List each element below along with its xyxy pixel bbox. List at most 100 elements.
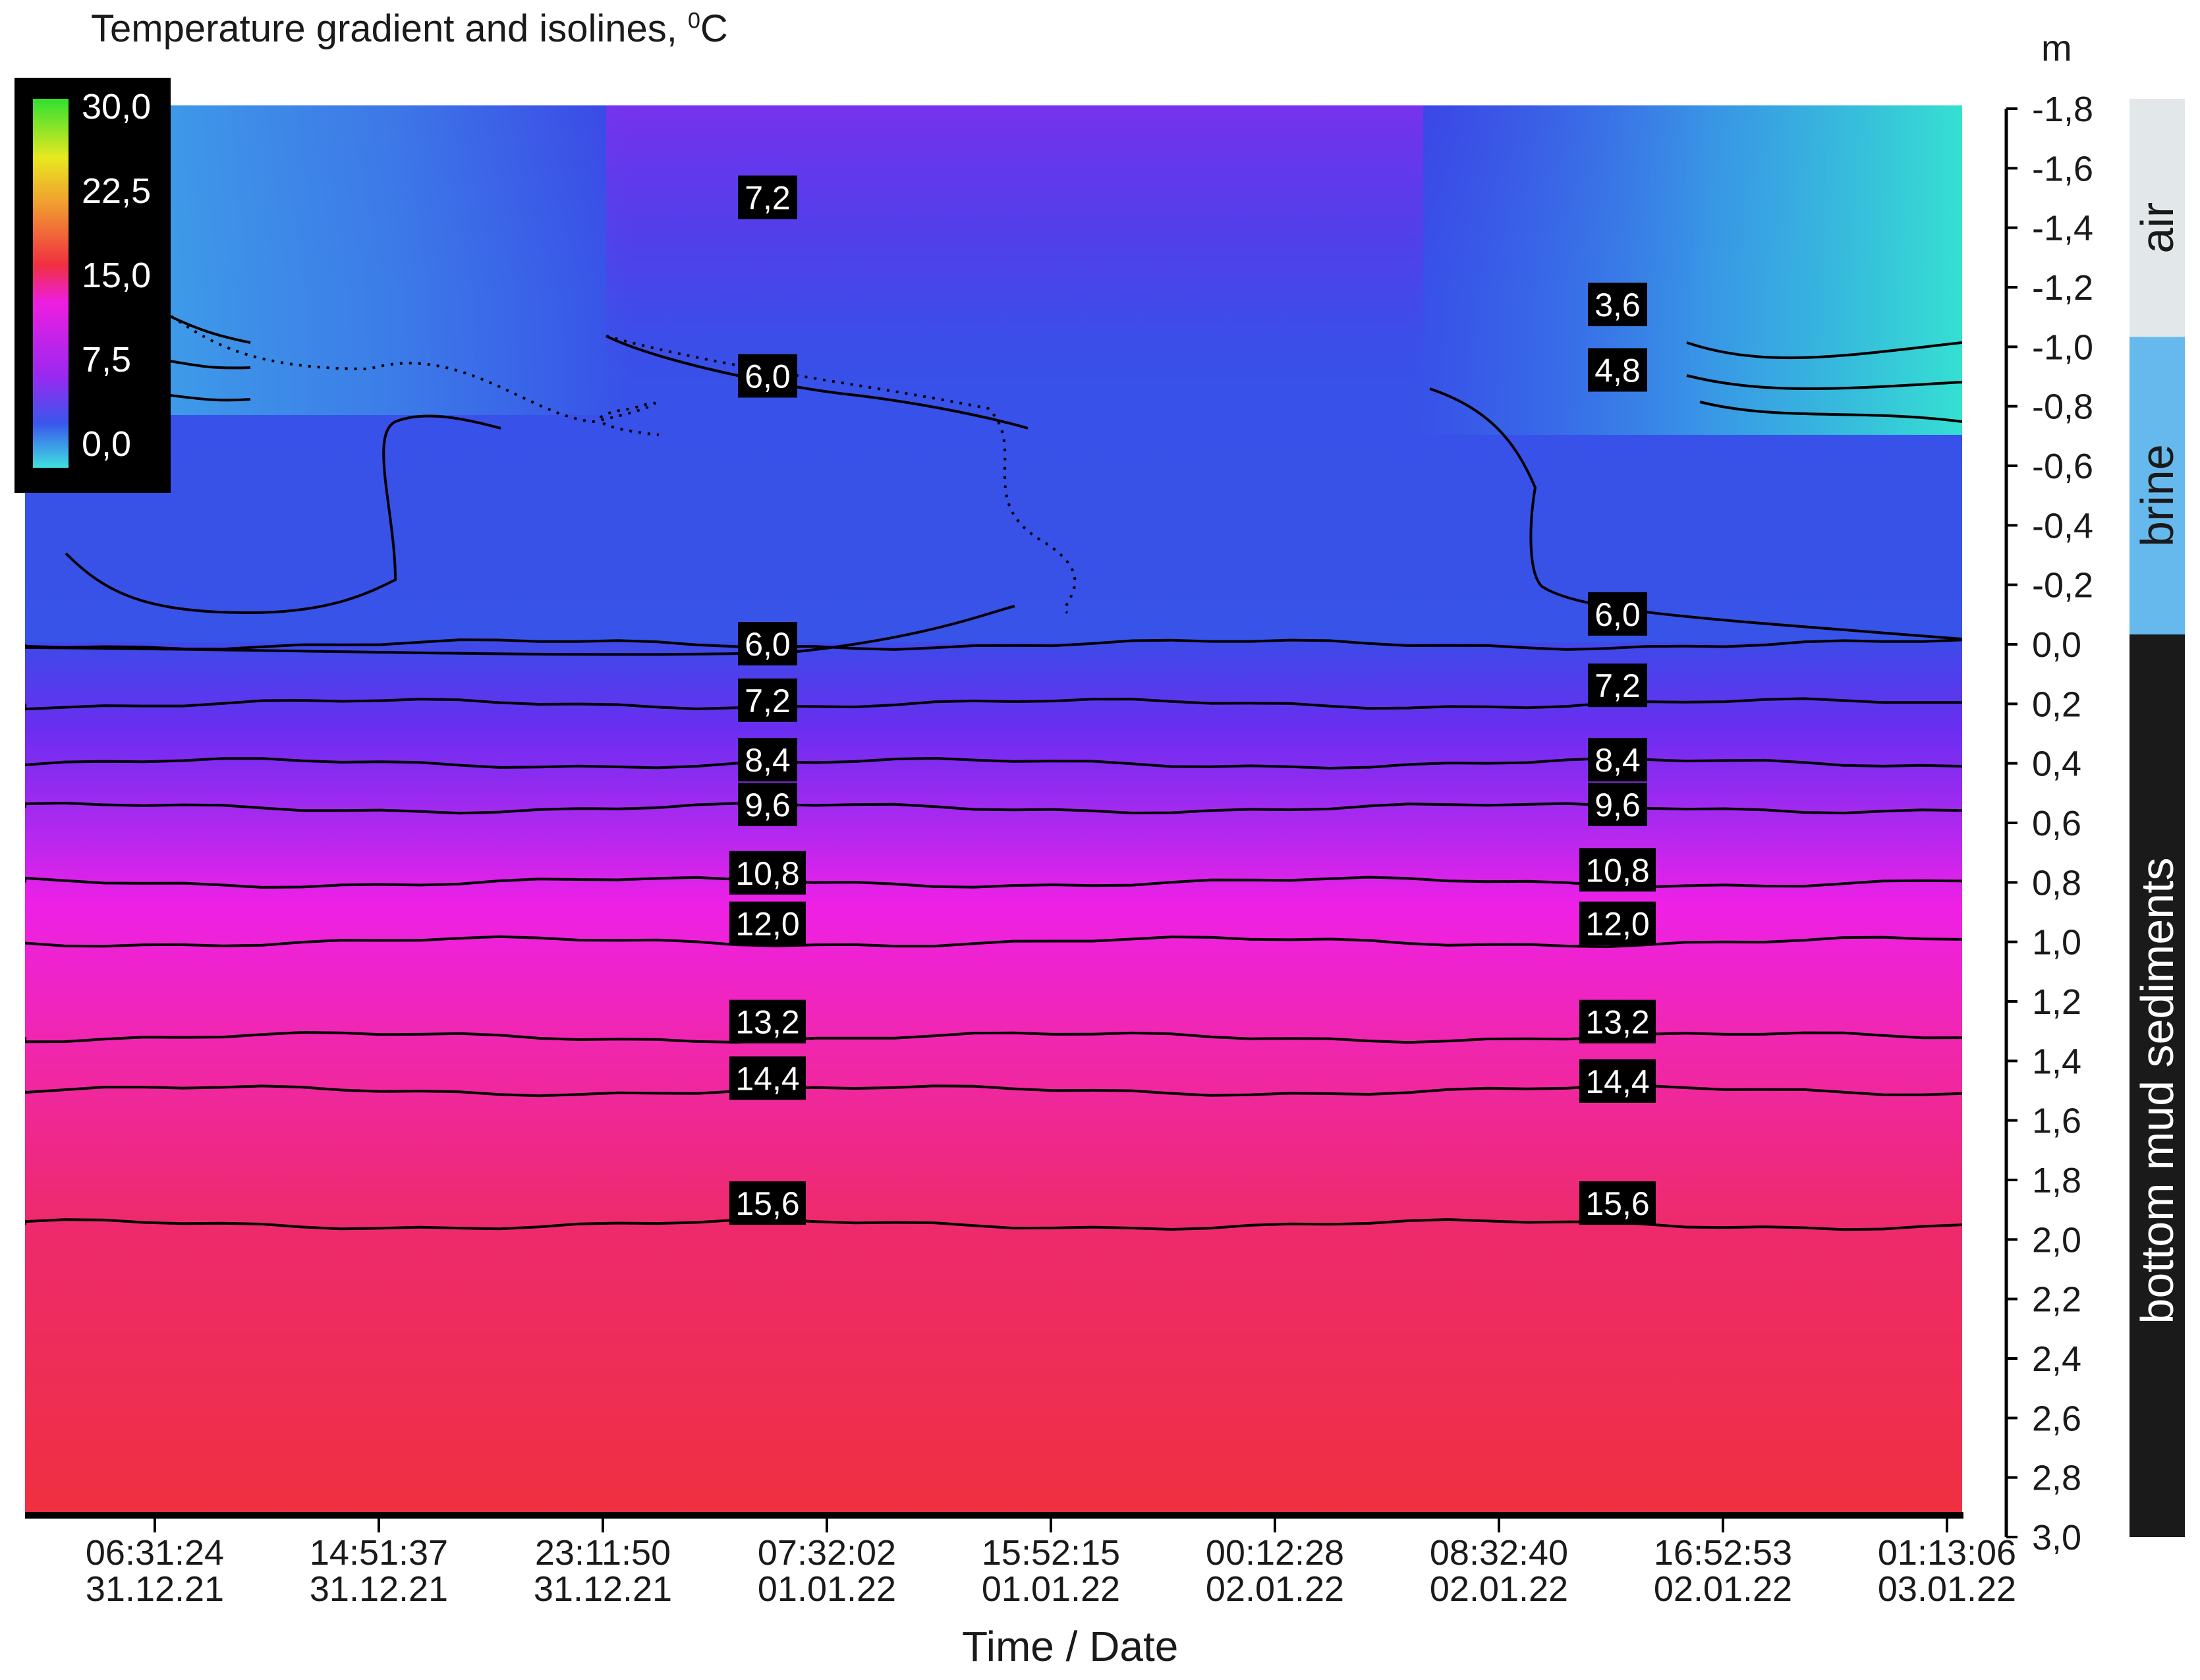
legend-tick-label: 0,0 (82, 424, 131, 464)
isoline-label-text: 14,4 (1585, 1063, 1649, 1100)
isoline (25, 638, 1962, 651)
y-tick-label: 1,4 (2032, 1042, 2081, 1081)
isoline (25, 935, 1962, 949)
isoline-label-text: 10,8 (1585, 852, 1649, 889)
isoline-label-box (729, 999, 806, 1044)
isoline-label: 6,0 (738, 354, 797, 398)
x-tick-date: 03.01.22 (1878, 1569, 2016, 1609)
isoline-label-box (729, 1056, 806, 1100)
layer-band: brine (2129, 337, 2185, 634)
isoline-label: 15,6 (729, 1181, 806, 1225)
isoline-label-box (1579, 999, 1656, 1044)
x-axis-ticks: 06:31:2431.12.2114:51:3731.12.2123:11:50… (86, 1517, 2016, 1609)
y-tick-label: 1,2 (2032, 982, 2081, 1022)
isoline-label: 7,2 (1588, 663, 1647, 708)
legend-ticks: 30,0 22,5 15,0 7,5 0,0 (82, 87, 151, 464)
legend-tick-label: 30,0 (82, 87, 151, 126)
isoline-label-box (729, 901, 806, 945)
chart-title: Temperature gradient and isolines, 0C (91, 7, 728, 51)
y-tick-label: -1,0 (2032, 327, 2093, 367)
isoline-label-text: 4,8 (1594, 352, 1641, 389)
y-tick-label: 2,8 (2032, 1459, 2081, 1498)
isoline-label: 8,4 (1588, 738, 1647, 782)
degree-sup: 0 (687, 8, 700, 34)
layer-band: air (2129, 99, 2185, 337)
y-tick-label: 2,6 (2032, 1399, 2081, 1438)
y-tick-label: 1,6 (2032, 1102, 2081, 1141)
x-tick-time: 23:11:50 (535, 1533, 671, 1573)
x-tick-date: 02.01.22 (1430, 1569, 1568, 1609)
isoline-right-cold-1 (1686, 341, 1962, 360)
isoline-label-text: 6,0 (745, 626, 791, 663)
isoline-6-0-cavity (65, 414, 501, 615)
x-tick-time: 14:51:37 (310, 1533, 448, 1573)
isoline-label: 14,4 (729, 1056, 806, 1100)
isoline-right-cold-3 (1699, 401, 1962, 423)
y-tick-label: -1,2 (2032, 268, 2093, 308)
isoline-label-box (1579, 1059, 1656, 1103)
layer-band-rect (2129, 99, 2185, 337)
isoline-label-text: 15,6 (1585, 1185, 1649, 1222)
y-tick-label: -1,8 (2032, 90, 2093, 129)
isoline-label-box (738, 782, 797, 826)
x-tick-date: 01.01.22 (982, 1569, 1120, 1609)
isoline-label: 6,0 (1588, 592, 1647, 636)
y-tick-label: -0,4 (2032, 506, 2093, 546)
isoline-label-group: 7,2 6,0 6,0 7,2 8,4 9,6 10,8 12,0 13,2 14,4 15,6 3,… (729, 175, 1656, 1225)
isoline-label-text: 14,4 (735, 1060, 799, 1097)
isoline-label-box (1588, 738, 1647, 782)
legend-tick-label: 22,5 (82, 171, 151, 211)
isoline-label-text: 8,4 (1594, 742, 1641, 779)
isoline-label: 12,0 (1579, 901, 1656, 945)
y-tick-label: 1,0 (2032, 923, 2081, 963)
legend-tick-label: 15,0 (82, 256, 151, 295)
x-tick-date: 31.12.21 (534, 1569, 672, 1609)
isoline-label-box (738, 622, 797, 665)
isoline-label: 3,6 (1588, 283, 1647, 327)
y-tick-label: 1,8 (2032, 1161, 2081, 1200)
layer-band-rect (2129, 634, 2185, 1537)
isoline-label: 4,8 (1588, 348, 1647, 392)
isoline-label-text: 6,0 (745, 358, 791, 395)
isoline-label: 13,2 (1579, 999, 1656, 1044)
isoline-label-text: 15,6 (735, 1185, 799, 1222)
isoline-label-box (1588, 782, 1647, 826)
y-tick-label: 3,0 (2032, 1518, 2081, 1557)
y-tick-label: 0,2 (2032, 685, 2081, 724)
isoline-label-box (1588, 348, 1647, 392)
x-tick-date: 01.01.22 (758, 1569, 896, 1609)
isoline-label-box (1588, 592, 1647, 636)
x-tick-time: 16:52:53 (1654, 1533, 1792, 1573)
isoline-label-text: 7,2 (745, 180, 791, 217)
x-axis-title: Time / Date (962, 1623, 1179, 1670)
isoline-label-box (729, 1181, 806, 1225)
isoline-label: 15,6 (1579, 1181, 1656, 1225)
isoline-left-cold-2 (169, 360, 251, 370)
layer-band-rect (2129, 337, 2185, 634)
x-tick-time: 07:32:02 (758, 1533, 896, 1573)
y-tick-label: 0,6 (2032, 804, 2081, 843)
x-tick-time: 00:12:28 (1206, 1533, 1344, 1573)
layer-band: bottom mud sediments (2129, 634, 2185, 1537)
isoline-label-box (1579, 848, 1656, 892)
x-tick-time: 06:31:24 (86, 1533, 224, 1573)
isoline-label-box (1579, 901, 1656, 945)
y-tick-label: -1,6 (2032, 149, 2093, 188)
isoline-label-text: 9,6 (1594, 787, 1641, 824)
isoline-label-box (738, 678, 797, 722)
isoline-label: 7,2 (738, 678, 797, 722)
x-tick-date: 31.12.21 (310, 1569, 448, 1609)
warm-zone-mid (606, 105, 1423, 382)
isoline-label-text: 13,2 (735, 1004, 799, 1041)
layer-band-label: brine (2131, 444, 2183, 547)
x-tick-date: 02.01.22 (1654, 1569, 1792, 1609)
x-tick-date: 31.12.21 (86, 1569, 224, 1609)
x-tick-date: 02.01.22 (1206, 1569, 1344, 1609)
isoline-label-text: 7,2 (745, 683, 791, 719)
isoline-label: 10,8 (1579, 848, 1656, 892)
color-legend: 30,0 22,5 15,0 7,5 0,0 (14, 78, 171, 493)
y-tick-label: 2,4 (2032, 1339, 2081, 1379)
isoline-left-cold-1 (169, 315, 251, 344)
isoline-label-box (738, 738, 797, 782)
isoline-label: 14,4 (1579, 1059, 1656, 1103)
